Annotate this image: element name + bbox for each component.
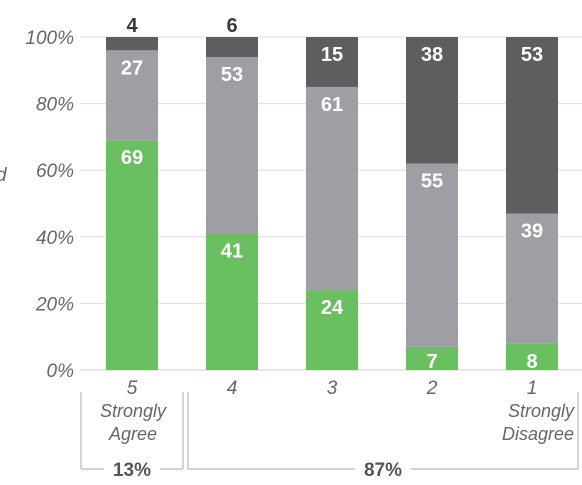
bar-segment [406, 163, 458, 347]
x-sublabel: Strongly [100, 401, 167, 421]
x-tick-label: 4 [227, 378, 238, 399]
bar-segment [306, 290, 358, 370]
data-label: 38 [421, 44, 443, 66]
bar-segment [506, 37, 558, 214]
y-tick-label: 100% [25, 28, 74, 49]
bar-segment [206, 56, 258, 234]
x-sublabel: Disagree [502, 424, 574, 444]
x-sublabel: Strongly [508, 401, 575, 421]
bar-segment [106, 37, 158, 51]
data-label: 61 [321, 94, 343, 116]
data-label: 53 [221, 64, 243, 86]
bar-segment [106, 140, 158, 370]
data-label: 24 [321, 297, 344, 319]
data-label: 53 [521, 44, 543, 66]
group-percent-label: 87% [364, 460, 402, 480]
group-percent-label: 13% [113, 460, 151, 480]
bar-segment [306, 86, 358, 291]
data-label: 27 [121, 57, 143, 79]
bar-segment [506, 343, 558, 370]
y-tick-label: 80% [36, 95, 74, 116]
bar-segment [206, 37, 258, 57]
y-tick-label: 0% [47, 361, 75, 382]
data-label: 7 [426, 351, 437, 373]
bar-segment [406, 346, 458, 370]
data-label: 69 [121, 147, 143, 169]
bar-segment [506, 213, 558, 344]
bar-segment [306, 37, 358, 87]
x-tick-label: 2 [426, 378, 438, 399]
y-tick-label: 60% [36, 161, 74, 182]
x-sublabel: Agree [108, 424, 157, 444]
x-tick-label: 5 [127, 378, 138, 399]
x-tick-label: 3 [327, 378, 338, 399]
data-label: 6 [226, 15, 237, 37]
data-label: 8 [526, 351, 537, 373]
bar-segment [106, 50, 158, 141]
left-edge-text: d [0, 165, 8, 186]
bar-segment [206, 233, 258, 370]
y-tick-label: 40% [36, 228, 74, 249]
y-tick-label: 20% [35, 294, 74, 315]
bar-segment [406, 37, 458, 164]
x-tick-label: 1 [527, 378, 538, 399]
data-label: 4 [126, 15, 138, 37]
data-label: 41 [221, 240, 243, 262]
data-label: 39 [521, 220, 543, 242]
data-label: 15 [321, 44, 343, 66]
data-label: 55 [421, 171, 443, 193]
